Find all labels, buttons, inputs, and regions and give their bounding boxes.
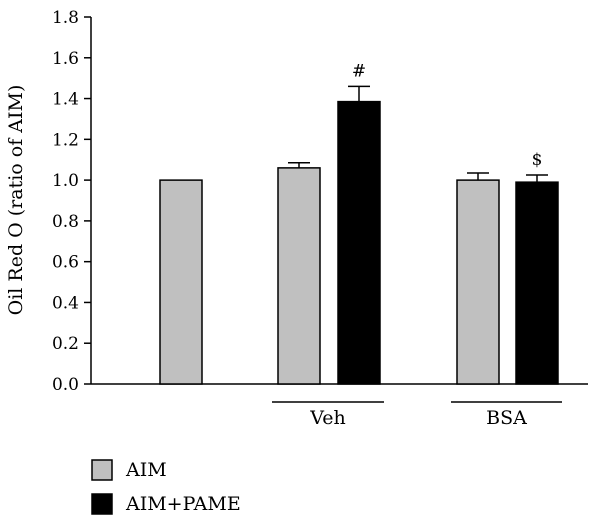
group-label: BSA — [486, 407, 527, 429]
y-tick-label: 1.4 — [52, 90, 79, 110]
legend-swatch — [91, 493, 113, 515]
group-labels: Veh BSA — [272, 401, 562, 429]
y-tick-label: 1.8 — [52, 8, 79, 28]
legend-label: AIM+PAME — [125, 493, 241, 515]
bar — [337, 100, 381, 385]
legend-swatch — [91, 459, 113, 481]
legend: AIM AIM+PAME — [91, 459, 241, 515]
significance-marker: $ — [532, 150, 543, 170]
y-tick-label: 0.6 — [52, 253, 79, 273]
y-tick-label: 0.4 — [52, 293, 79, 313]
y-tick-label: 0.2 — [52, 334, 79, 354]
y-tick-label: 0.0 — [52, 375, 79, 395]
significance-marker: # — [352, 61, 366, 81]
y-axis-title: Oil Red O (ratio of AIM) — [5, 85, 27, 316]
bar — [277, 167, 321, 385]
y-tick-label: 0.8 — [52, 212, 79, 232]
y-tick-label: 1.6 — [52, 49, 79, 69]
bar — [456, 179, 500, 385]
bar — [159, 179, 203, 385]
bars: #$ — [159, 61, 559, 385]
group-label: Veh — [309, 407, 345, 429]
legend-label: AIM — [125, 459, 167, 481]
y-tick-label: 1.2 — [52, 130, 79, 150]
bar — [515, 181, 559, 385]
y-tick-label: 1.0 — [52, 171, 79, 191]
